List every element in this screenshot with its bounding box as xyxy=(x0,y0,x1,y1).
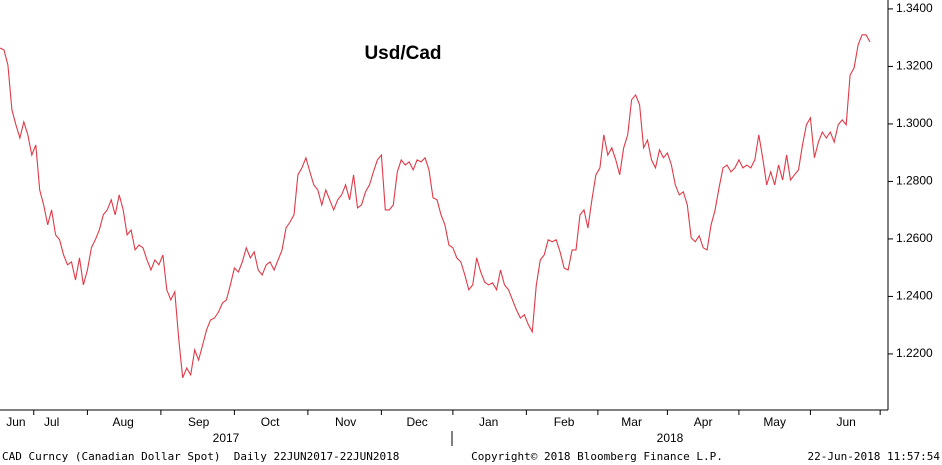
x-tick-label: May xyxy=(763,415,786,429)
x-tick-label: Jul xyxy=(44,415,59,429)
x-tick-label: Sep xyxy=(188,415,210,429)
x-tick-label: Mar xyxy=(621,415,642,429)
x-tick-label: Dec xyxy=(406,415,427,429)
x-tick-label: Aug xyxy=(112,415,133,429)
x-tick-label: Oct xyxy=(261,415,280,429)
footer-center: Copyright© 2018 Bloomberg Finance L.P. xyxy=(471,450,723,463)
price-line xyxy=(0,34,871,379)
y-tick-label: 1.2200 xyxy=(896,346,933,360)
x-tick-label: Nov xyxy=(335,415,356,429)
x-tick-label: Jun xyxy=(836,415,855,429)
y-tick-label: 1.3000 xyxy=(896,116,933,130)
y-tick-label: 1.2400 xyxy=(896,289,933,303)
y-tick-label: 1.2800 xyxy=(896,174,933,188)
y-tick-label: 1.3400 xyxy=(896,1,933,15)
y-tick-label: 1.3200 xyxy=(896,59,933,73)
footer-left: CAD Curncy (Canadian Dollar Spot) Daily … xyxy=(2,450,399,463)
chart-title: Usd/Cad xyxy=(364,43,441,64)
x-tick-label: Apr xyxy=(694,415,713,429)
footer-right: 22-Jun-2018 11:57:54 xyxy=(808,450,941,463)
year-label: 2017 xyxy=(213,431,240,445)
x-tick-label: Jan xyxy=(479,415,498,429)
x-tick-label: Feb xyxy=(554,415,575,429)
year-label: 2018 xyxy=(657,431,684,445)
x-tick-label: Jun xyxy=(6,415,25,429)
y-tick-label: 1.2600 xyxy=(896,231,933,245)
